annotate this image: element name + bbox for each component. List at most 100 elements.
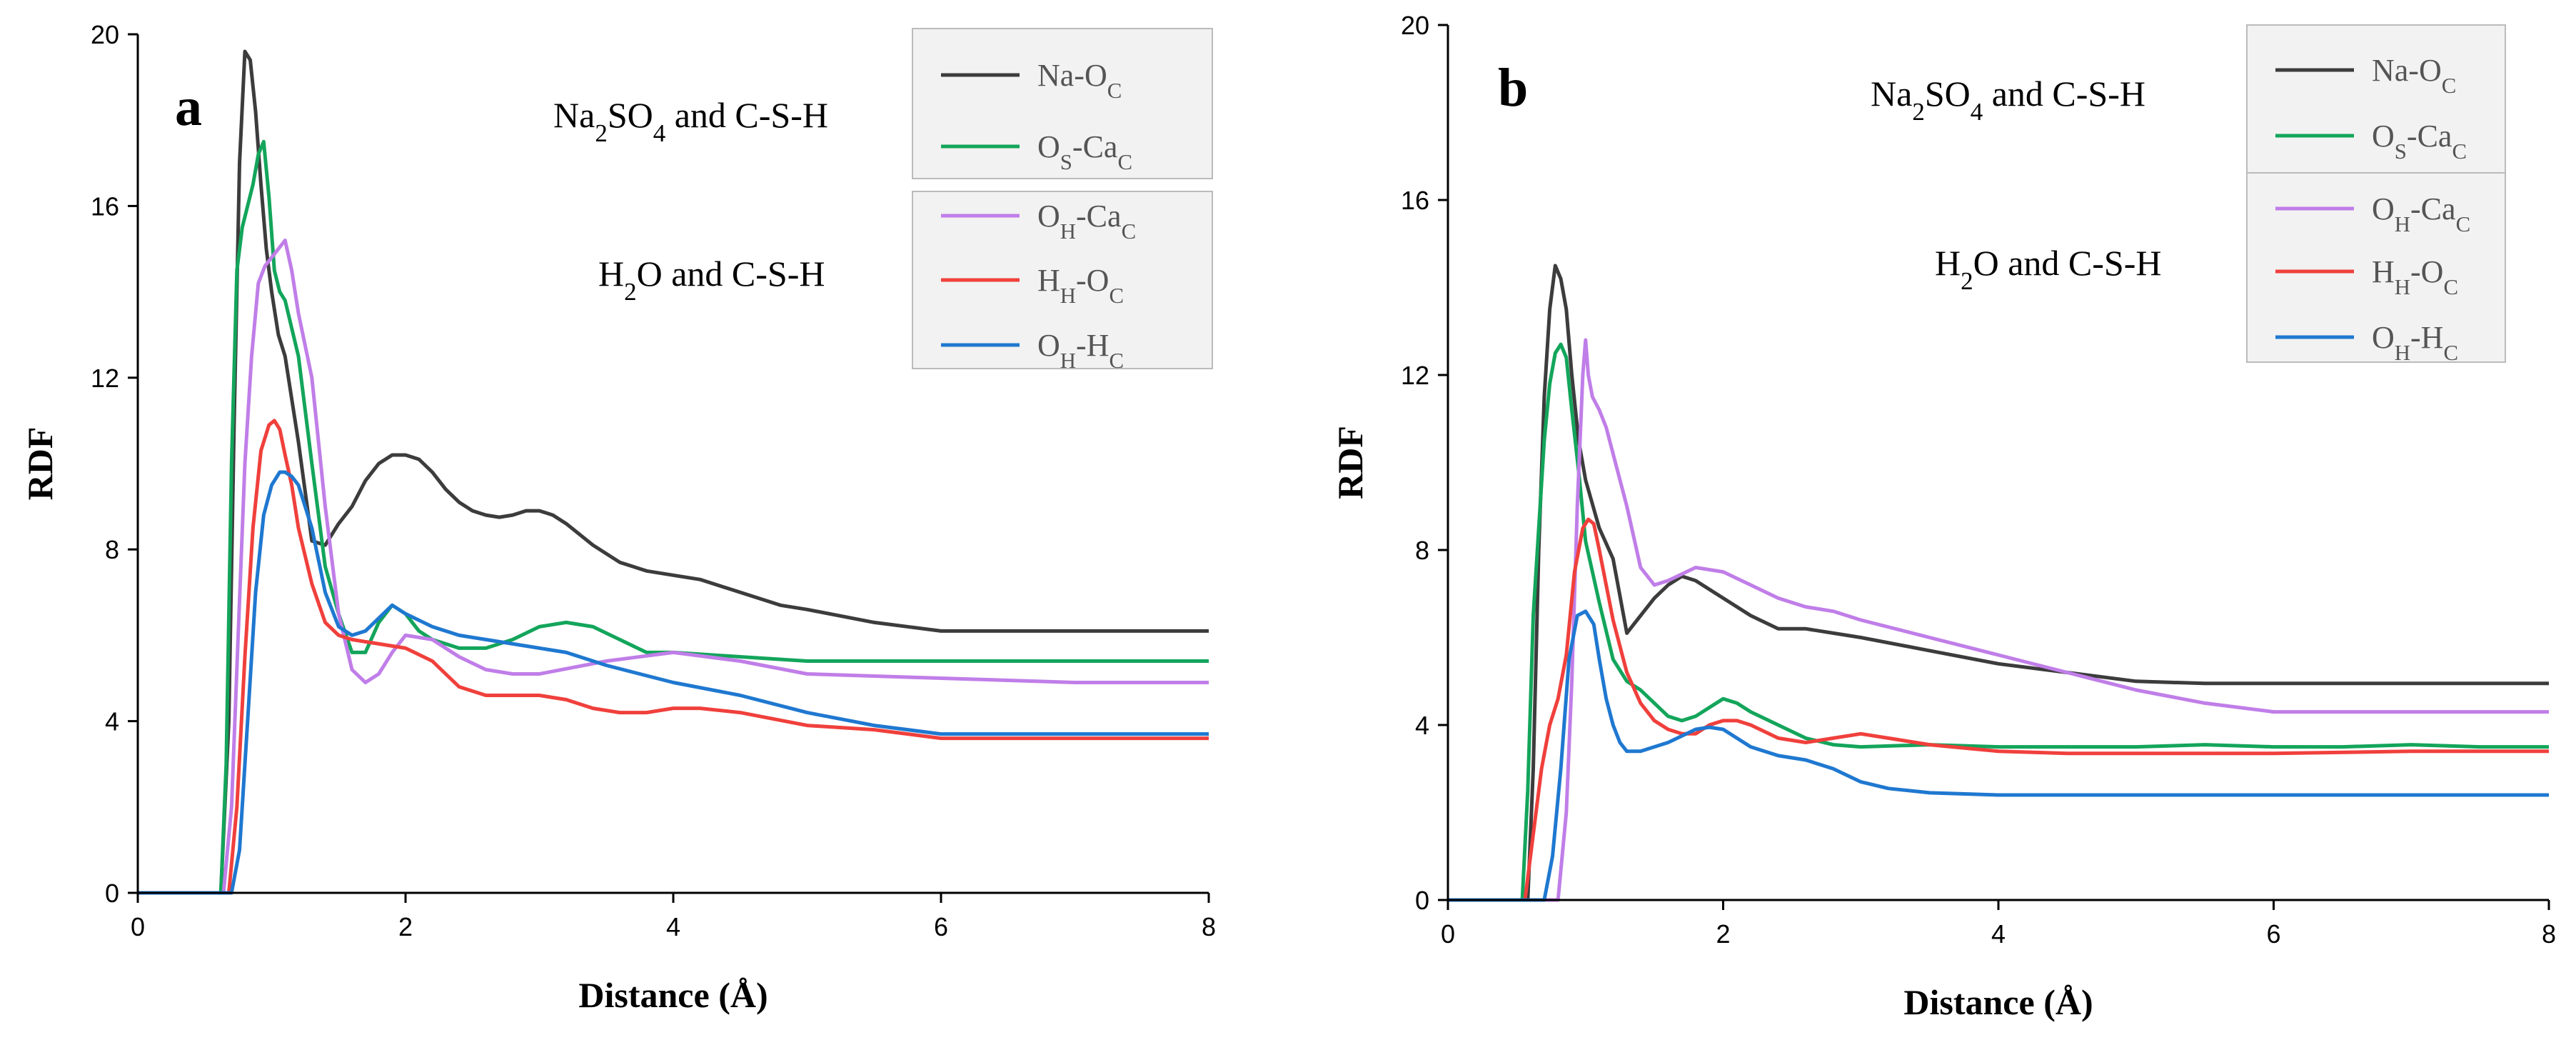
legend-label-subscript: C [2452, 139, 2467, 164]
group-label-part: and C-S-H [665, 95, 828, 135]
legend-label-part: -Ca [1076, 199, 1122, 234]
legend-label-subscript: C [1109, 284, 1124, 308]
x-tick-label: 2 [1716, 919, 1730, 949]
legend-label-subscript: S [1060, 150, 1072, 174]
legend-group-label-1: Na2SO4 and C-S-H [553, 95, 828, 147]
legend-label-OH-HC: OH-HC [1037, 328, 1124, 373]
x-tick-label: 2 [398, 912, 413, 941]
x-tick-label: 0 [131, 912, 145, 941]
legend-label-subscript: C [1107, 79, 1122, 103]
legend-label-part: -H [1076, 328, 1109, 363]
series-line-OH-CaC [138, 239, 1209, 895]
group-label-part: H [1935, 243, 1961, 283]
series-line-OH-HC [138, 470, 1209, 895]
group-label-subscript: 2 [1912, 98, 1925, 126]
group-label-part: SO [608, 95, 653, 135]
y-tick-label: 16 [91, 191, 119, 221]
legend-label-HH-OC: HH-OC [1037, 263, 1124, 308]
group-label-subscript: 4 [653, 119, 666, 147]
legend-label-subscript: C [1117, 150, 1132, 174]
group-label-part: and C-S-H [663, 254, 825, 294]
legend-label-subscript: H [1060, 284, 1076, 308]
legend-label-part: Na-O [1037, 58, 1107, 93]
group-label-subscript: 4 [1971, 98, 1983, 126]
legend-label-subscript: C [1122, 219, 1137, 244]
legend-label-OH-CaC: OH-CaC [2372, 191, 2470, 236]
y-tick-label: 20 [1401, 11, 1429, 40]
x-tick-label: 4 [1991, 919, 2006, 949]
series-line-Na-OC [138, 49, 1209, 895]
y-tick-label: 12 [1401, 361, 1429, 390]
legend-group-label-2: H2O and C-S-H [1935, 243, 2161, 295]
y-tick-label: 8 [1415, 536, 1429, 565]
legend-label-subscript: H [2395, 212, 2410, 236]
x-tick-label: 4 [666, 912, 680, 941]
group-label-part: and C-S-H [1999, 243, 2162, 283]
legend-label-subscript: H [2395, 341, 2410, 365]
legend-label-part: O [2372, 320, 2395, 355]
legend-box-1 [2246, 24, 2506, 176]
series-line-HH-OC [138, 419, 1209, 895]
legend-label-part: -O [2410, 254, 2443, 289]
legend-group-label-2: H2O and C-S-H [598, 254, 825, 306]
legend-label-part: O [1037, 129, 1060, 164]
y-tick-label: 12 [91, 364, 119, 393]
y-tick-label: 4 [105, 707, 119, 736]
y-tick-label: 16 [1401, 186, 1429, 215]
legend-label-subscript: S [2395, 139, 2407, 164]
panel-letter: b [1498, 58, 1528, 118]
y-axis-title: RDF [20, 427, 60, 501]
group-label-subscript: 2 [595, 119, 608, 147]
group-label-part: Na [1871, 74, 1912, 114]
series-line-Na-OC [1448, 264, 2549, 902]
legend-label-OH-HC: OH-HC [2372, 320, 2458, 365]
group-label-part: O [1973, 243, 1999, 283]
series-line-OH-CaC [1448, 338, 2549, 902]
group-label-part: O [637, 254, 663, 294]
legend-label-part: -Ca [2410, 191, 2456, 226]
x-tick-label: 6 [934, 912, 948, 941]
legend-box-1 [912, 28, 1213, 179]
legend-label-part: Na-O [2372, 53, 2442, 88]
y-tick-label: 0 [105, 879, 119, 908]
group-label-subscript: 2 [624, 278, 637, 306]
series-line-OS-CaC [1448, 342, 2549, 902]
legend-box-2 [2246, 172, 2506, 363]
legend-label-subscript: C [1109, 349, 1124, 373]
legend-label-part: -Ca [1072, 129, 1118, 164]
legend-label-HH-OC: HH-OC [2372, 254, 2458, 299]
legend-label-subscript: H [2395, 275, 2410, 299]
legend-label-Na-OC: Na-OC [2372, 53, 2456, 98]
y-axis-title: RDF [1330, 426, 1370, 499]
x-tick-label: 0 [1441, 919, 1455, 949]
legend-label-part: -O [1076, 263, 1109, 298]
legend-label-part: -Ca [2407, 119, 2452, 154]
legend-label-subscript: C [2442, 74, 2457, 98]
legend-label-part: O [1037, 328, 1060, 363]
x-axis-title: Distance (Å) [1903, 982, 2093, 1022]
x-tick-label: 8 [1202, 912, 1216, 941]
legend-label-OS-CaC: OS-CaC [1037, 129, 1132, 174]
y-tick-label: 0 [1415, 886, 1429, 915]
panel-letter: a [175, 77, 202, 137]
legend-group-label-1: Na2SO4 and C-S-H [1871, 74, 2145, 126]
x-axis-title: Distance (Å) [578, 975, 768, 1015]
y-tick-label: 4 [1415, 711, 1429, 740]
y-tick-label: 20 [91, 20, 119, 49]
legend-label-subscript: C [2443, 341, 2458, 365]
group-label-part: and C-S-H [1983, 74, 2145, 114]
series-line-HH-OC [1448, 517, 2549, 902]
x-tick-label: 6 [2266, 919, 2280, 949]
legend-label-subscript: C [2443, 275, 2458, 299]
legend-label-subscript: C [2456, 212, 2471, 236]
legend-label-part: O [2372, 119, 2395, 154]
legend-label-OH-CaC: OH-CaC [1037, 199, 1136, 244]
group-label-part: Na [553, 95, 595, 135]
legend-label-part: H [2372, 254, 2395, 289]
legend-label-part: O [1037, 199, 1060, 234]
legend-label-subscript: H [1060, 349, 1076, 373]
legend-label-Na-OC: Na-OC [1037, 58, 1122, 103]
